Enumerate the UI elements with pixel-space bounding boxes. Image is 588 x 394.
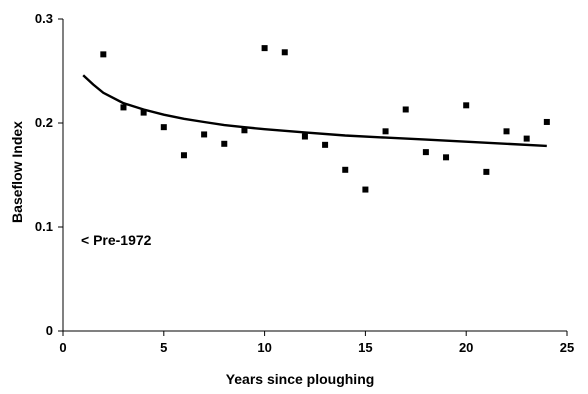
data-point <box>140 109 147 116</box>
x-tick-label: 20 <box>459 340 473 355</box>
data-point <box>362 186 369 193</box>
x-axis-title: Years since ploughing <box>226 371 375 387</box>
data-point <box>463 102 470 109</box>
trend-line <box>82 74 547 148</box>
data-point <box>100 51 107 58</box>
data-point <box>523 135 530 142</box>
y-tick-label: 0 <box>46 323 53 338</box>
data-point <box>160 124 167 131</box>
y-tick-label: 0.3 <box>35 11 53 26</box>
data-point <box>382 128 389 135</box>
y-axis-title: Baseflow Index <box>9 121 25 223</box>
data-point <box>342 166 349 173</box>
x-tick-label: 0 <box>59 340 66 355</box>
y-tick-label: 0.1 <box>35 219 53 234</box>
data-point <box>221 140 228 147</box>
x-tick-label: 5 <box>160 340 167 355</box>
data-point <box>443 154 450 161</box>
data-point <box>503 128 510 135</box>
data-point <box>543 118 550 125</box>
data-point <box>180 152 187 159</box>
data-point <box>281 49 288 56</box>
annotation-pre-1972: < Pre-1972 <box>81 232 152 248</box>
data-point <box>301 133 308 140</box>
data-point <box>120 104 127 111</box>
data-point <box>261 45 268 52</box>
y-tick-label: 0.2 <box>35 115 53 130</box>
data-point <box>483 168 490 175</box>
data-point <box>201 131 208 138</box>
x-tick-label: 10 <box>257 340 271 355</box>
data-point <box>422 149 429 156</box>
data-point <box>322 141 329 148</box>
data-point <box>402 106 409 113</box>
x-tick-label: 25 <box>560 340 574 355</box>
data-point <box>241 127 248 134</box>
x-tick-label: 15 <box>358 340 372 355</box>
